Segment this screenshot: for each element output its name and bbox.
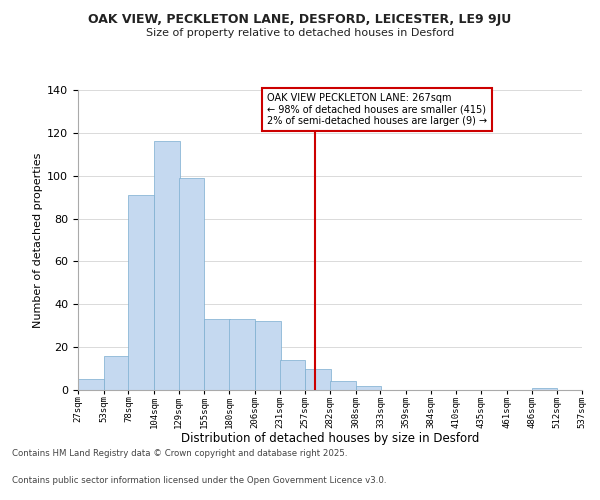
Text: OAK VIEW PECKLETON LANE: 267sqm
← 98% of detached houses are smaller (415)
2% of: OAK VIEW PECKLETON LANE: 267sqm ← 98% of…	[267, 93, 487, 126]
Bar	[128, 195, 154, 390]
Text: Contains HM Land Registry data © Crown copyright and database right 2025.: Contains HM Land Registry data © Crown c…	[12, 448, 347, 458]
Bar	[78, 380, 104, 390]
Bar	[104, 356, 130, 390]
Text: Size of property relative to detached houses in Desford: Size of property relative to detached ho…	[146, 28, 454, 38]
Bar	[582, 386, 600, 390]
Bar	[154, 142, 180, 390]
Bar	[305, 368, 331, 390]
Bar	[330, 382, 356, 390]
Bar	[356, 386, 382, 390]
Bar	[255, 322, 281, 390]
Bar	[532, 388, 557, 390]
Y-axis label: Number of detached properties: Number of detached properties	[33, 152, 43, 328]
Text: Contains public sector information licensed under the Open Government Licence v3: Contains public sector information licen…	[12, 476, 386, 485]
Bar	[229, 320, 255, 390]
Bar	[179, 178, 205, 390]
Text: OAK VIEW, PECKLETON LANE, DESFORD, LEICESTER, LE9 9JU: OAK VIEW, PECKLETON LANE, DESFORD, LEICE…	[88, 12, 512, 26]
X-axis label: Distribution of detached houses by size in Desford: Distribution of detached houses by size …	[181, 432, 479, 445]
Bar	[205, 320, 230, 390]
Bar	[280, 360, 305, 390]
